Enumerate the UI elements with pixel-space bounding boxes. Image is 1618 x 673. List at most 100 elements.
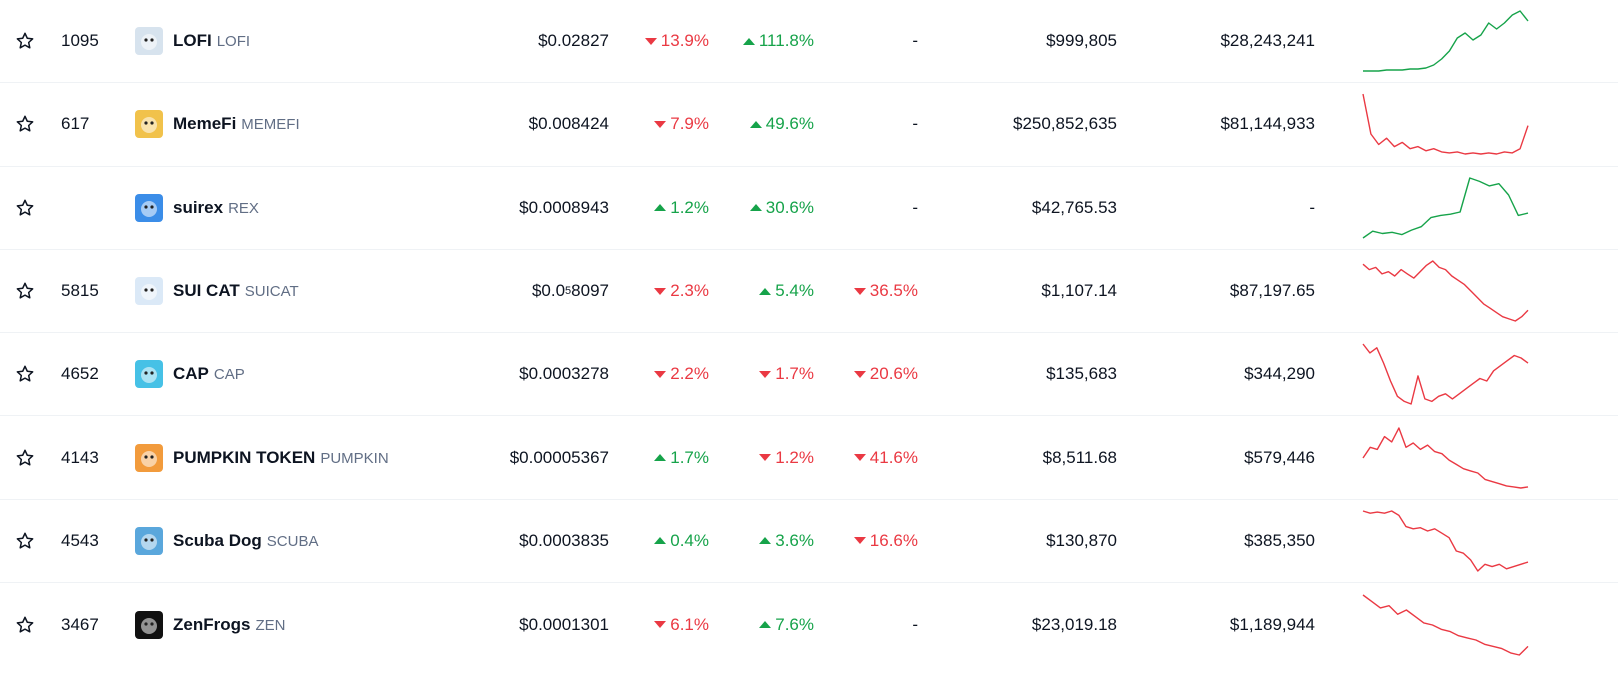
star-icon bbox=[16, 199, 34, 216]
coin-name-cell[interactable]: SUI CAT SUICAT bbox=[135, 250, 299, 332]
table-row[interactable]: 617 MemeFi MEMEFI $0.008424 7.9% 49.6% - $250,8… bbox=[0, 83, 1618, 167]
market-cap: $344,290 bbox=[1244, 364, 1315, 384]
coin-name[interactable]: MemeFi bbox=[173, 114, 237, 134]
market-cap: $579,446 bbox=[1244, 447, 1315, 467]
price: $0.008424 bbox=[528, 114, 609, 134]
caret-down-icon bbox=[654, 287, 667, 295]
caret-down-icon bbox=[853, 370, 866, 378]
change-24h: 7.6% bbox=[759, 583, 814, 666]
sparkline-line bbox=[1362, 510, 1529, 572]
watchlist-star-button[interactable] bbox=[14, 583, 36, 666]
caret-down-icon bbox=[853, 537, 866, 545]
caret-up-icon bbox=[654, 537, 667, 545]
market-cap: $81,144,933 bbox=[1220, 114, 1315, 134]
sparkline-chart bbox=[1362, 83, 1529, 165]
change-7d: 36.5% bbox=[853, 250, 918, 332]
watchlist-star-button[interactable] bbox=[14, 250, 36, 332]
change-7d: - bbox=[912, 83, 918, 165]
coin-name[interactable]: Scuba Dog bbox=[173, 530, 262, 550]
coin-name-cell[interactable]: LOFI LOFI bbox=[135, 0, 250, 82]
sparkline-chart bbox=[1362, 333, 1529, 415]
rank: 617 bbox=[61, 114, 90, 134]
volume: $23,019.18 bbox=[1031, 614, 1117, 634]
sparkline-line bbox=[1362, 260, 1529, 322]
pct-value: 6.1% bbox=[670, 614, 709, 634]
caret-up-icon bbox=[759, 287, 772, 295]
coin-name-cell[interactable]: CAP CAP bbox=[135, 333, 245, 415]
caret-up-icon bbox=[654, 454, 667, 462]
coin-symbol: LOFI bbox=[216, 33, 251, 51]
star-icon bbox=[16, 449, 34, 466]
table-row[interactable]: suirex REX $0.0008943 1.2% 30.6% - $42,765.53 - bbox=[0, 167, 1618, 250]
coin-name-cell[interactable]: suirex REX bbox=[135, 167, 259, 249]
change-1h: 0.4% bbox=[654, 500, 709, 582]
rank: 4652 bbox=[61, 364, 99, 384]
coin-name-cell[interactable]: PUMPKIN TOKEN PUMPKIN bbox=[135, 416, 389, 498]
table-row[interactable]: 1095 LOFI LOFI $0.02827 13.9% 111.8% - $999,805… bbox=[0, 0, 1618, 84]
watchlist-star-button[interactable] bbox=[14, 83, 36, 165]
caret-up-icon bbox=[759, 537, 772, 545]
pct-value: 13.9% bbox=[660, 31, 709, 51]
coin-name-cell[interactable]: ZenFrogs ZEN bbox=[135, 583, 285, 666]
lofi-logo-icon bbox=[135, 27, 163, 56]
caret-up-icon bbox=[749, 120, 762, 128]
coin-name[interactable]: PUMPKIN TOKEN bbox=[173, 447, 316, 467]
caret-down-icon bbox=[759, 370, 772, 378]
watchlist-star-button[interactable] bbox=[14, 333, 36, 415]
price: $0.0003835 bbox=[519, 530, 609, 550]
pct-value: 2.3% bbox=[670, 281, 709, 301]
caret-up-icon bbox=[759, 621, 772, 629]
pct-value: 1.2% bbox=[670, 197, 709, 217]
pumpkin-logo-icon bbox=[135, 443, 163, 472]
coin-name[interactable]: ZenFrogs bbox=[173, 614, 251, 634]
sparkline-line bbox=[1362, 426, 1529, 489]
pct-value: 3.6% bbox=[775, 530, 814, 550]
table-row[interactable]: 3467 ZenFrogs ZEN $0.0001301 6.1% 7.6% - $23,01… bbox=[0, 583, 1618, 666]
pct-value: 1.7% bbox=[670, 447, 709, 467]
pct-value: - bbox=[912, 31, 918, 51]
sparkline-chart bbox=[1362, 167, 1529, 249]
caret-down-icon bbox=[759, 454, 772, 462]
volume: $135,683 bbox=[1046, 364, 1117, 384]
sparkline-line bbox=[1362, 94, 1529, 156]
caret-down-icon bbox=[853, 287, 866, 295]
sparkline-chart bbox=[1362, 416, 1529, 498]
volume: $130,870 bbox=[1046, 530, 1117, 550]
coin-symbol: SUICAT bbox=[244, 283, 299, 301]
pct-value: 2.2% bbox=[670, 364, 709, 384]
pct-value: 41.6% bbox=[869, 447, 918, 467]
price: $0.0008943 bbox=[519, 197, 609, 217]
coin-name-cell[interactable]: MemeFi MEMEFI bbox=[135, 83, 300, 165]
change-1h: 7.9% bbox=[654, 83, 709, 165]
coin-symbol: SCUBA bbox=[266, 532, 319, 550]
pct-value: - bbox=[912, 114, 918, 134]
coin-name[interactable]: LOFI bbox=[173, 31, 212, 51]
coin-name-cell[interactable]: Scuba Dog SCUBA bbox=[135, 500, 318, 582]
table-row[interactable]: 4143 PUMPKIN TOKEN PUMPKIN $0.00005367 1.7% 1… bbox=[0, 416, 1618, 500]
coin-symbol: PUMPKIN bbox=[320, 449, 389, 467]
caret-down-icon bbox=[654, 370, 667, 378]
table-row[interactable]: 4543 Scuba Dog SCUBA $0.0003835 0.4% 3.6% 16.6… bbox=[0, 500, 1618, 584]
star-icon bbox=[16, 365, 34, 382]
watchlist-star-button[interactable] bbox=[14, 416, 36, 498]
coin-name[interactable]: CAP bbox=[173, 364, 209, 384]
change-7d: 41.6% bbox=[853, 416, 918, 498]
coin-name[interactable]: suirex bbox=[173, 197, 224, 217]
scuba-logo-icon bbox=[135, 526, 163, 555]
pct-value: 36.5% bbox=[869, 281, 918, 301]
pct-value: 1.2% bbox=[775, 447, 814, 467]
change-1h: 2.2% bbox=[654, 333, 709, 415]
watchlist-star-button[interactable] bbox=[14, 167, 36, 249]
sparkline-line bbox=[1362, 343, 1529, 406]
watchlist-star-button[interactable] bbox=[14, 500, 36, 582]
sparkline-line bbox=[1363, 10, 1529, 72]
table-row[interactable]: 5815 SUI CAT SUICAT $0.0 5 8097 2.3% 5.4% 36.5% $… bbox=[0, 250, 1618, 334]
change-24h: 30.6% bbox=[749, 167, 814, 249]
coin-name[interactable]: SUI CAT bbox=[173, 281, 240, 301]
volume: $1,107.14 bbox=[1041, 281, 1117, 301]
change-24h: 49.6% bbox=[749, 83, 814, 165]
table-row[interactable]: 4652 CAP CAP $0.0003278 2.2% 1.7% 20.6% $135,68… bbox=[0, 333, 1618, 417]
rank: 4543 bbox=[61, 530, 99, 550]
watchlist-star-button[interactable] bbox=[14, 0, 36, 82]
